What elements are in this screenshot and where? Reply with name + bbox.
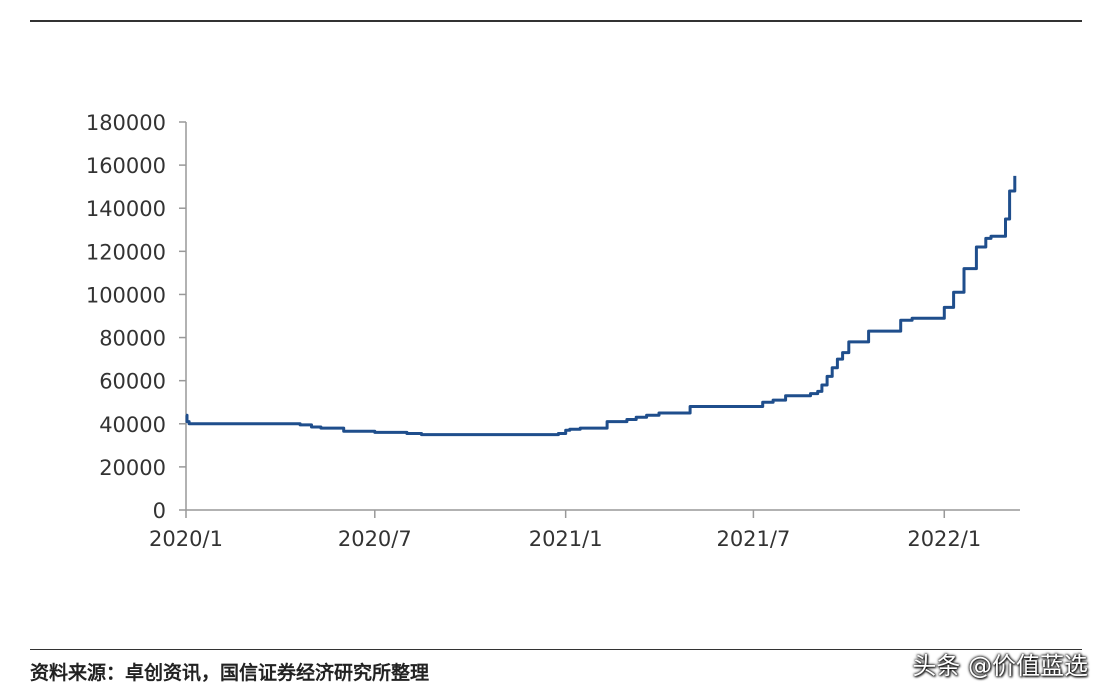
top-rule [30, 20, 1082, 22]
y-tick-label: 20000 [99, 456, 166, 480]
y-axis: 0 20000 40000 60000 80000 100000 120000 140000 1… [86, 111, 187, 523]
y-tick-label: 40000 [99, 413, 166, 437]
x-tick-label: 2020/1 [149, 527, 223, 551]
y-tick-label: 120000 [86, 240, 166, 264]
x-tick-label: 2021/1 [529, 527, 603, 551]
y-tick-label: 0 [153, 499, 166, 523]
bottom-rule [30, 649, 1082, 650]
watermark: 头条 @价值蓝选 [912, 652, 1088, 680]
y-tick-label: 140000 [86, 197, 166, 221]
series-line [185, 175, 1017, 437]
x-tick-label: 2020/7 [338, 527, 412, 551]
source-note: 资料来源：卓创资讯，国信证券经济研究所整理 [30, 662, 430, 684]
x-tick-label: 2021/7 [716, 527, 790, 551]
y-tick-label: 180000 [86, 111, 166, 135]
x-tick-label: 2022/1 [907, 527, 981, 551]
x-axis: 2020/1 2020/7 2021/1 2021/7 2022/1 [149, 509, 1020, 551]
y-tick-label: 60000 [99, 370, 166, 394]
y-tick-label: 100000 [86, 283, 166, 307]
y-tick-label: 160000 [86, 154, 166, 178]
y-tick-label: 80000 [99, 327, 166, 351]
